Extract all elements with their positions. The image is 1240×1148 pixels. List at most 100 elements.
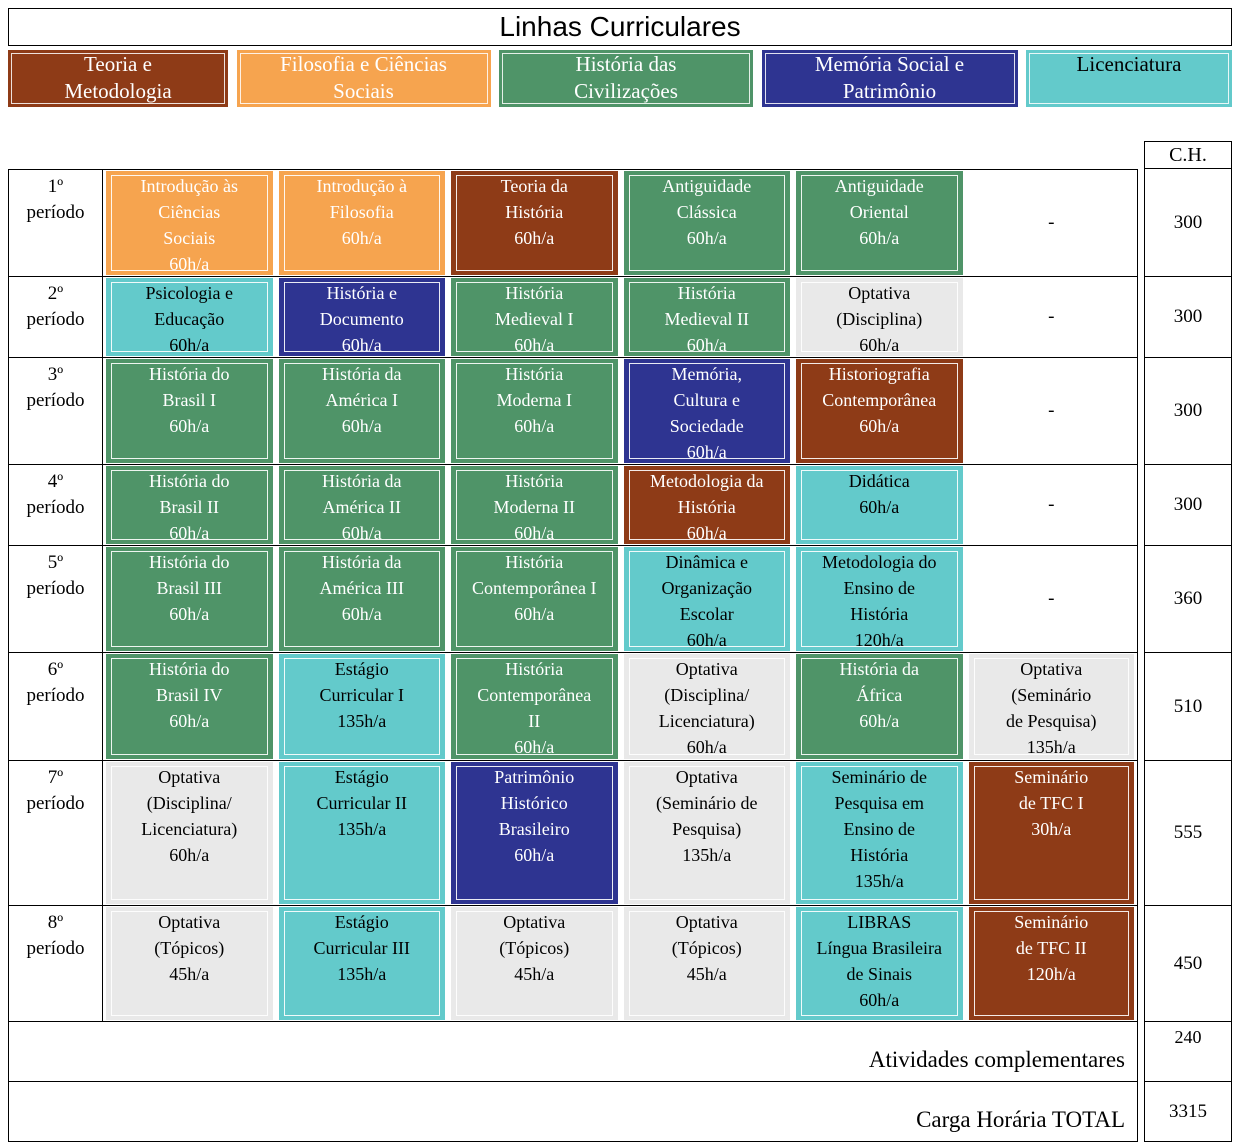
- course-name: Didática: [848, 471, 910, 491]
- course-name: Optativa (Disciplina): [836, 283, 923, 329]
- course-cell: Optativa (Tópicos) 45h/a: [451, 907, 618, 1020]
- page-title: Linhas Curriculares: [8, 8, 1232, 46]
- period-label: 8º período: [8, 906, 103, 1022]
- course-slot: História do Brasil IV 60h/a: [103, 653, 276, 761]
- footer-label: Carga Horária TOTAL: [8, 1082, 1138, 1142]
- course-slot: Antiguidade Oriental 60h/a: [793, 169, 966, 277]
- ch-value: 360: [1144, 546, 1232, 653]
- course-cell: Optativa (Seminário de Pesquisa) 135h/a: [623, 762, 790, 904]
- course-slot: Metodologia do Ensino de História 120h/a: [793, 546, 966, 653]
- period-label: 4º período: [8, 465, 103, 546]
- course-hours: 135h/a: [854, 871, 904, 891]
- course-slot: Seminário de Pesquisa em Ensino de Histó…: [793, 761, 966, 906]
- ch-value: 300: [1144, 169, 1232, 277]
- course-name: Patrimônio Histórico Brasileiro: [494, 767, 575, 839]
- legend-item-teoria: Teoria e Metodologia: [8, 50, 228, 107]
- empty-cell: -: [965, 358, 1138, 465]
- period-text: 8º período: [26, 912, 85, 959]
- course-hours: 60h/a: [169, 523, 210, 543]
- course-slot: Optativa (Tópicos) 45h/a: [620, 906, 793, 1022]
- course-name: História Moderna I: [496, 364, 572, 410]
- course-hours: 120h/a: [1026, 964, 1076, 984]
- course-hours: 60h/a: [169, 416, 210, 436]
- footer-value: 240: [1144, 1022, 1232, 1082]
- course-name: Optativa (Seminário de Pesquisa): [1006, 659, 1097, 731]
- course-hours: 30h/a: [1031, 819, 1072, 839]
- course-slot: História da África 60h/a: [793, 653, 966, 761]
- course-slot: Psicologia e Educação 60h/a: [103, 277, 276, 358]
- course-cell: Metodologia do Ensino de História 120h/a: [796, 547, 963, 651]
- course-slot: Optativa (Disciplina/ Licenciatura) 60h/a: [103, 761, 276, 906]
- course-name: Estágio Curricular III: [313, 912, 410, 958]
- course-hours: 60h/a: [686, 442, 727, 462]
- legend-label: Licenciatura: [1076, 52, 1182, 76]
- course-slot: História do Brasil II 60h/a: [103, 465, 276, 546]
- course-name: Optativa (Disciplina/ Licenciatura): [141, 767, 238, 839]
- course-cell: Psicologia e Educação 60h/a: [106, 278, 273, 356]
- course-name: História Moderna II: [493, 471, 575, 517]
- course-cell: Introdução às Ciências Sociais 60h/a: [106, 171, 273, 275]
- course-cell: Optativa (Tópicos) 45h/a: [106, 907, 273, 1020]
- course-hours: 60h/a: [859, 228, 900, 248]
- legend-label: História das Civilizações: [574, 52, 678, 103]
- ch-value: 555: [1144, 761, 1232, 906]
- course-hours: 60h/a: [514, 416, 555, 436]
- course-slot: História da América II 60h/a: [275, 465, 448, 546]
- course-cell: Optativa (Tópicos) 45h/a: [623, 907, 790, 1020]
- course-cell: Teoria da História 60h/a: [451, 171, 618, 275]
- course-name: História do Brasil I: [149, 364, 230, 410]
- course-slot: História da América I 60h/a: [275, 358, 448, 465]
- course-name: História da América II: [322, 471, 402, 517]
- course-name: História da América III: [319, 552, 404, 598]
- course-name: História da América I: [322, 364, 402, 410]
- course-hours: 60h/a: [514, 845, 555, 865]
- course-hours: 60h/a: [169, 335, 210, 355]
- course-slot: LIBRAS Língua Brasileira de Sinais 60h/a: [793, 906, 966, 1022]
- course-name: História e Documento: [319, 283, 404, 329]
- course-slot: Optativa (Disciplina) 60h/a: [793, 277, 966, 358]
- legend-item-licenciatura: Licenciatura: [1026, 50, 1232, 107]
- course-name: Introdução às Ciências Sociais: [140, 176, 238, 248]
- course-slot: História do Brasil III 60h/a: [103, 546, 276, 653]
- period-text: 1º período: [26, 176, 85, 223]
- course-slot: História Medieval I 60h/a: [448, 277, 621, 358]
- course-slot: Teoria da História 60h/a: [448, 169, 621, 277]
- course-slot: Optativa (Disciplina/ Licenciatura) 60h/a: [620, 653, 793, 761]
- course-cell: História Contemporânea II 60h/a: [451, 654, 618, 759]
- course-slot: Optativa (Seminário de Pesquisa) 135h/a: [965, 653, 1138, 761]
- course-slot: História e Documento 60h/a: [275, 277, 448, 358]
- course-slot: Seminário de TFC II 120h/a: [965, 906, 1138, 1022]
- course-slot: Metodologia da História 60h/a: [620, 465, 793, 546]
- course-slot: História do Brasil I 60h/a: [103, 358, 276, 465]
- period-text: 3º período: [26, 364, 85, 411]
- course-cell: História e Documento 60h/a: [278, 278, 445, 356]
- course-cell: Optativa (Disciplina/ Licenciatura) 60h/a: [623, 654, 790, 759]
- course-slot: História Medieval II 60h/a: [620, 277, 793, 358]
- ch-value: 510: [1144, 653, 1232, 761]
- course-name: História Medieval II: [664, 283, 749, 329]
- course-cell: História do Brasil IV 60h/a: [106, 654, 273, 759]
- course-name: Seminário de TFC I: [1014, 767, 1089, 813]
- period-text: 6º período: [26, 659, 85, 706]
- course-slot: Optativa (Tópicos) 45h/a: [448, 906, 621, 1022]
- course-slot: Didática 60h/a: [793, 465, 966, 546]
- ch-value: 450: [1144, 906, 1232, 1022]
- ch-value: 300: [1144, 358, 1232, 465]
- course-slot: História Contemporânea II 60h/a: [448, 653, 621, 761]
- course-cell: História Moderna II 60h/a: [451, 466, 618, 544]
- course-hours: 135h/a: [337, 964, 387, 984]
- footer-value: 3315: [1144, 1082, 1232, 1142]
- period-text: 5º período: [26, 552, 85, 599]
- course-cell: História da África 60h/a: [796, 654, 963, 759]
- course-name: Introdução à Filosofia: [316, 176, 407, 222]
- course-hours: 135h/a: [682, 845, 732, 865]
- course-cell: Estágio Curricular I 135h/a: [278, 654, 445, 759]
- course-hours: 60h/a: [686, 228, 727, 248]
- course-hours: 135h/a: [1026, 737, 1076, 757]
- course-cell: Estágio Curricular III 135h/a: [278, 907, 445, 1020]
- period-label: 2º período: [8, 277, 103, 358]
- course-hours: 60h/a: [859, 497, 900, 517]
- ch-value: 300: [1144, 277, 1232, 358]
- course-name: Optativa (Disciplina/ Licenciatura): [658, 659, 755, 731]
